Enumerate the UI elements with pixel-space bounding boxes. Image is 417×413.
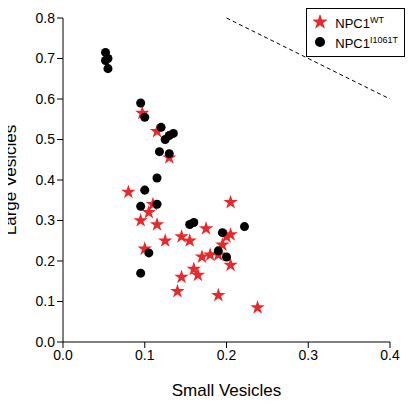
svg-text:0.1: 0.1 (135, 347, 155, 363)
html-text:NPC1I1061T: NPC1I1061T (335, 35, 398, 52)
svg-text:0.4: 0.4 (380, 347, 400, 363)
svg-text:0.6: 0.6 (36, 91, 56, 107)
html-text:NPC1WT: NPC1WT (335, 15, 384, 32)
svg-text:0.4: 0.4 (36, 172, 56, 188)
svg-text:0.2: 0.2 (217, 347, 237, 363)
svg-text:0.3: 0.3 (299, 347, 319, 363)
svg-text:0.0: 0.0 (53, 347, 73, 363)
svg-text:0.3: 0.3 (36, 212, 56, 228)
svg-text:0.0: 0.0 (36, 334, 56, 350)
svg-text:0.1: 0.1 (36, 293, 56, 309)
svg-text:0.8: 0.8 (36, 10, 56, 26)
svg-text:0.7: 0.7 (36, 50, 56, 66)
svg-text:0.2: 0.2 (36, 253, 56, 269)
svg-text:0.5: 0.5 (36, 131, 56, 147)
svg-text:Small Vesicles: Small Vesicles (172, 381, 282, 400)
svg-text:Large Vesicles: Large Vesicles (8, 125, 20, 236)
